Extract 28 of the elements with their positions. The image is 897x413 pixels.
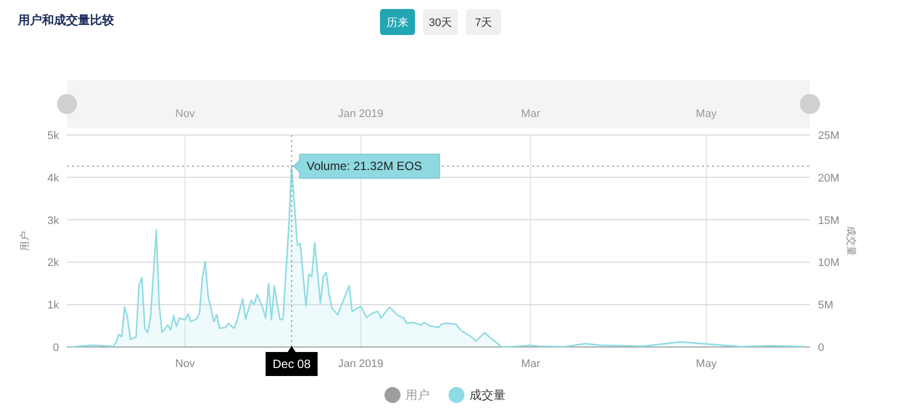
x-tick-label: Jan 2019 — [338, 358, 384, 370]
y2-axis-title: 成交量 — [845, 226, 857, 256]
y-tick-label: 0 — [52, 342, 59, 354]
y-axis-title: 用户 — [19, 231, 31, 251]
x-tick-label: Nov — [175, 358, 196, 370]
y-tick-label: 2k — [47, 257, 60, 270]
button: 7天 — [466, 9, 501, 35]
chart-title: 用户和成交量比较 — [17, 13, 115, 27]
legend-label: 用户 — [406, 388, 430, 402]
y2-tick-label: 5M — [818, 300, 834, 312]
tooltip: Volume: 21.32M EOS — [292, 154, 440, 179]
y2-tick-label: 15M — [818, 214, 840, 227]
x-tick-label: Mar — [521, 358, 540, 370]
button: 30天 — [423, 9, 458, 35]
y-tick-label: 5k — [47, 130, 60, 142]
y2-tick-label: 0 — [818, 342, 824, 354]
y2-tick-label: 25M — [818, 130, 840, 142]
button: 历来 — [380, 9, 415, 35]
y-tick-label: 1k — [47, 300, 60, 312]
annotation: Volume: 21.32M EOS — [306, 159, 422, 174]
y2-tick-label: 10M — [818, 257, 840, 270]
y-tick-label: 4k — [47, 172, 60, 184]
legend-label: 成交量 — [470, 388, 506, 402]
crosshair-label: Dec 08 — [266, 346, 318, 376]
y-tick-label: 3k — [47, 214, 60, 227]
x-tick-label: May — [696, 358, 718, 370]
navigator: Nov Jan 2019 Mar May — [57, 80, 820, 128]
y2-tick-label: 20M — [818, 172, 840, 184]
